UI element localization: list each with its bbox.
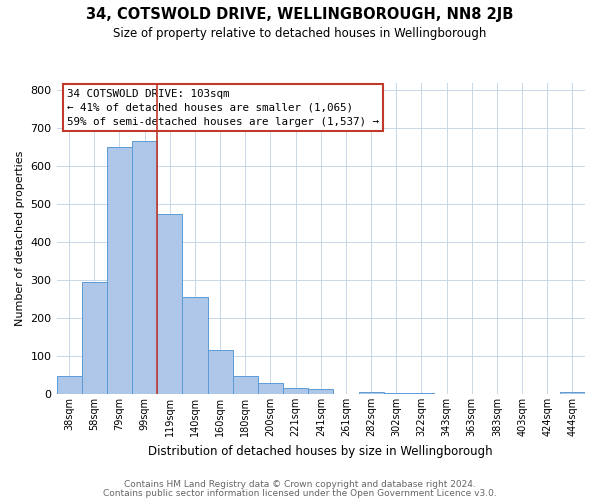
Text: Size of property relative to detached houses in Wellingborough: Size of property relative to detached ho…: [113, 28, 487, 40]
Bar: [56, 376, 82, 394]
Bar: [308, 390, 334, 394]
Bar: [208, 350, 233, 394]
Y-axis label: Number of detached properties: Number of detached properties: [15, 150, 25, 326]
X-axis label: Distribution of detached houses by size in Wellingborough: Distribution of detached houses by size …: [148, 444, 493, 458]
Text: 34, COTSWOLD DRIVE, WELLINGBOROUGH, NN8 2JB: 34, COTSWOLD DRIVE, WELLINGBOROUGH, NN8 …: [86, 8, 514, 22]
Bar: [233, 376, 258, 394]
Bar: [132, 142, 157, 394]
Bar: [258, 384, 283, 394]
Bar: [82, 282, 107, 394]
Bar: [157, 214, 182, 394]
Bar: [359, 392, 383, 394]
Bar: [383, 393, 409, 394]
Text: Contains HM Land Registry data © Crown copyright and database right 2024.: Contains HM Land Registry data © Crown c…: [124, 480, 476, 489]
Text: 34 COTSWOLD DRIVE: 103sqm
← 41% of detached houses are smaller (1,065)
59% of se: 34 COTSWOLD DRIVE: 103sqm ← 41% of detac…: [67, 88, 379, 126]
Bar: [182, 297, 208, 394]
Bar: [283, 388, 308, 394]
Bar: [107, 147, 132, 394]
Text: Contains public sector information licensed under the Open Government Licence v3: Contains public sector information licen…: [103, 488, 497, 498]
Bar: [560, 392, 585, 394]
